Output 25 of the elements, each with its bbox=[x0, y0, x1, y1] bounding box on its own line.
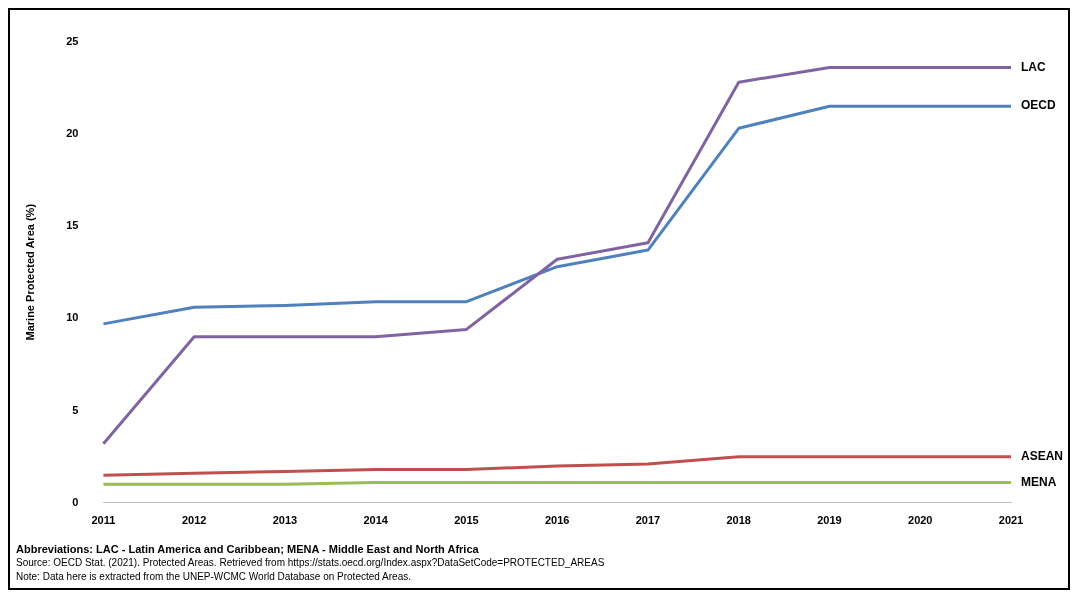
y-tick-label: 10 bbox=[66, 311, 79, 324]
x-tick-label: 2020 bbox=[908, 514, 933, 527]
x-tick-label: 2011 bbox=[91, 514, 116, 527]
y-tick-label: 0 bbox=[72, 495, 79, 508]
series-label: LAC bbox=[1021, 59, 1046, 74]
x-tick-label: 2019 bbox=[817, 514, 842, 527]
source-note: Source: OECD Stat. (2021). Protected Areas. Retrieved from https://stats.oecd.org/Index.aspx?DataSetCode=PROTECTED_AREAS bbox=[16, 556, 606, 570]
x-tick-label: 2016 bbox=[544, 514, 570, 527]
x-tick-label: 2021 bbox=[998, 514, 1024, 527]
x-tick-label: 2014 bbox=[363, 514, 389, 527]
y-tick-label: 5 bbox=[72, 403, 79, 416]
x-tick-label: 2012 bbox=[181, 514, 207, 527]
x-tick-label: 2015 bbox=[454, 514, 479, 527]
x-tick-label: 2013 bbox=[272, 514, 298, 527]
series-label: OECD bbox=[1021, 98, 1056, 113]
x-tick-label: 2018 bbox=[726, 514, 751, 527]
series-label: MENA bbox=[1021, 474, 1057, 489]
y-tick-label: 20 bbox=[66, 126, 79, 139]
series-label: ASEAN bbox=[1021, 448, 1064, 463]
y-tick-label: 15 bbox=[66, 219, 79, 232]
y-tick-label: 25 bbox=[66, 34, 79, 47]
y-axis-title: Marine Protected Area (%) bbox=[23, 203, 36, 341]
x-tick-label: 2017 bbox=[635, 514, 661, 527]
text: Abbreviations: LAC - Latin America and Caribbean; MENA - Middle East and North Africa bbox=[16, 542, 480, 556]
text: Note: Data here is extracted from the UNEP-WCMC World Database on Protected Areas. bbox=[16, 570, 412, 584]
